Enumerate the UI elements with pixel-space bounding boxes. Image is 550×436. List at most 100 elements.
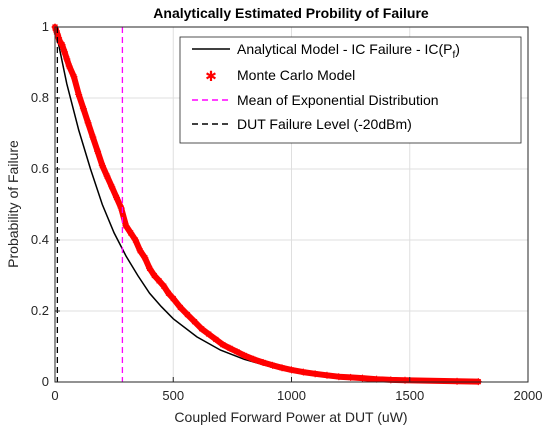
star-stroke	[123, 222, 129, 229]
scatter-point	[63, 55, 71, 63]
star-stroke	[279, 364, 285, 371]
star-stroke	[335, 373, 342, 380]
star-stroke	[205, 331, 212, 337]
star-stroke	[269, 362, 276, 369]
scatter-point	[259, 358, 267, 366]
scatter-point	[155, 277, 163, 285]
scatter-point	[183, 311, 191, 319]
legend-label-mean: Mean of Exponential Distribution	[237, 92, 439, 108]
scatter-point	[112, 193, 120, 201]
scatter-point	[131, 236, 139, 244]
scatter-point	[191, 318, 199, 326]
legend-label-analytical: Analytical Model - IC Failure - IC(Pf)	[237, 41, 460, 61]
scatter-point	[58, 41, 66, 49]
scatter-point	[250, 355, 258, 363]
scatter-point	[165, 289, 173, 297]
chart-title: Analytically Estimated Probility of Fail…	[153, 5, 429, 21]
star-stroke	[80, 105, 87, 112]
star-stroke	[59, 41, 65, 48]
legend-label-monte-carlo: Monte Carlo Model	[237, 67, 355, 83]
scatter-point	[278, 364, 286, 372]
scatter-point	[146, 264, 154, 272]
star-stroke	[213, 336, 219, 343]
star-stroke	[127, 230, 134, 236]
scatter-point	[323, 371, 331, 379]
star-stroke	[90, 134, 96, 140]
scatter-point	[103, 172, 111, 180]
star-stroke	[227, 345, 233, 352]
x-tick-label: 1500	[395, 388, 424, 403]
star-stroke	[234, 349, 240, 355]
star-stroke	[324, 372, 330, 379]
star-stroke	[160, 283, 167, 289]
star-stroke	[177, 304, 184, 311]
scatter-point	[205, 330, 213, 338]
scatter-point	[75, 90, 83, 98]
legend: Analytical Model - IC Failure - IC(Pf) ✱…	[179, 36, 522, 144]
scatter-point	[117, 204, 125, 212]
star-stroke	[56, 38, 63, 45]
star-stroke	[165, 290, 172, 297]
star-stroke	[288, 367, 295, 373]
star-stroke	[64, 56, 70, 62]
scatter-point	[176, 303, 184, 311]
star-stroke	[170, 295, 177, 302]
scatter-point	[141, 254, 149, 262]
x-tick-label: 2000	[514, 388, 543, 403]
scatter-point	[347, 373, 355, 381]
scatter-point	[136, 247, 144, 255]
star-stroke	[99, 162, 106, 169]
scatter-point	[65, 62, 73, 70]
scatter-point	[56, 37, 64, 45]
star-stroke	[347, 374, 354, 381]
scatter-point	[79, 105, 87, 113]
axis-ticks: 0 500 1000 1500 2000 0 0.2 0.4 0.6 0.8 1	[31, 19, 543, 403]
star-stroke	[146, 265, 153, 272]
scatter-point	[453, 377, 461, 385]
star-stroke	[373, 376, 380, 382]
star-stroke	[66, 63, 72, 69]
star-stroke	[250, 356, 257, 363]
star-stroke	[108, 183, 115, 190]
scatter-point	[233, 348, 241, 356]
scatter-point	[219, 341, 227, 349]
x-axis-label: Coupled Forward Power at DUT (uW)	[174, 409, 407, 425]
star-stroke	[151, 272, 158, 279]
star-stroke	[260, 359, 266, 366]
scatter-point	[122, 222, 130, 230]
scatter-point	[70, 73, 78, 81]
scatter-point	[335, 373, 343, 381]
scatter-point	[150, 272, 158, 279]
star-stroke	[137, 247, 143, 254]
y-tick-label: 1	[42, 19, 49, 34]
star-stroke	[156, 278, 162, 284]
scatter-point	[169, 295, 177, 303]
star-stroke	[454, 378, 460, 385]
scatter-point	[60, 48, 68, 56]
star-stroke	[104, 173, 110, 179]
star-stroke	[241, 352, 248, 359]
star-stroke	[85, 120, 91, 126]
scatter-point	[212, 335, 220, 343]
scatter-point	[94, 147, 102, 155]
legend-label-dut-level: DUT Failure Level (-20dBm)	[237, 116, 412, 132]
star-stroke	[71, 73, 77, 80]
star-stroke	[142, 254, 148, 261]
star-stroke	[300, 369, 307, 375]
scatter-point	[311, 370, 319, 378]
plot-series	[51, 23, 482, 386]
scatter-point	[198, 325, 206, 333]
star-stroke	[61, 49, 68, 55]
scatter-point	[108, 183, 116, 191]
star-stroke	[191, 318, 198, 325]
scatter-point	[98, 161, 106, 169]
scatter-point	[288, 366, 295, 374]
star-stroke	[359, 375, 366, 381]
legend-box	[179, 36, 522, 144]
scatter-point	[89, 133, 97, 141]
scatter-point	[226, 344, 234, 352]
star-stroke	[220, 341, 226, 348]
star-stroke	[54, 31, 61, 37]
scatter-point	[240, 351, 248, 359]
